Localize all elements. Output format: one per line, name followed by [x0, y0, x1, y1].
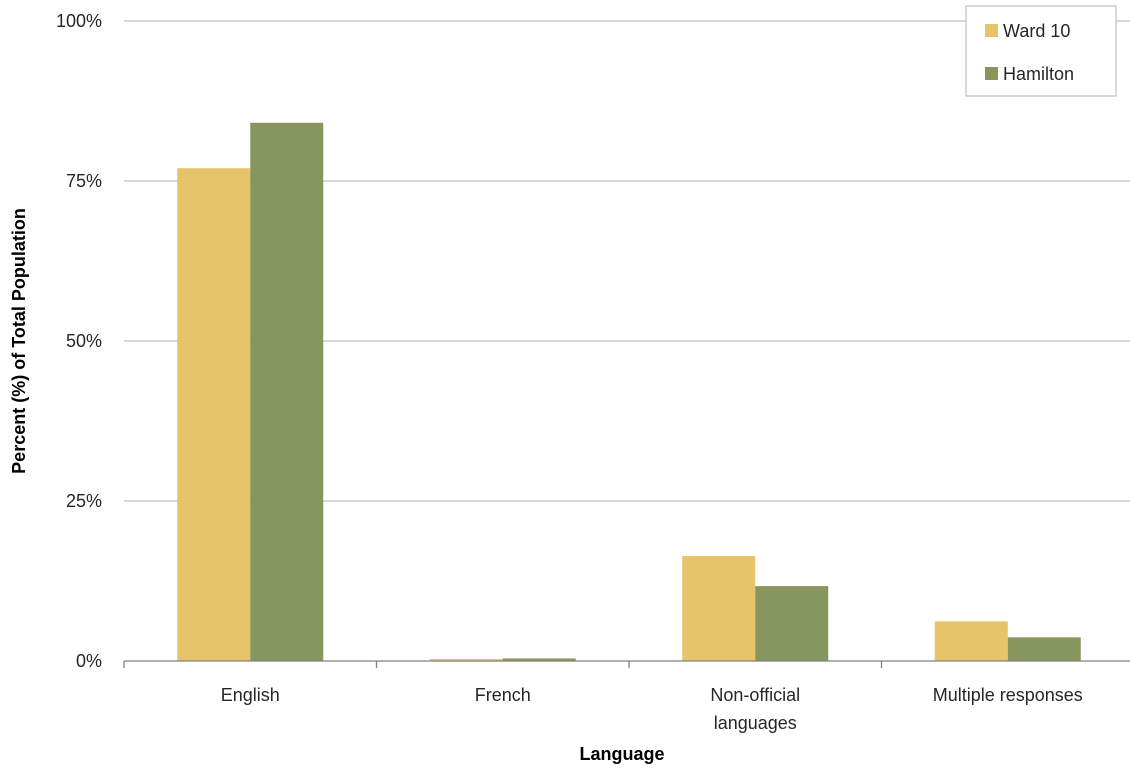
bar-ward-10-french [429, 659, 503, 661]
x-tick-label: English [221, 685, 280, 705]
x-axis-title: Language [579, 744, 664, 764]
y-tick-label: 100% [56, 11, 102, 31]
x-tick-label: French [475, 685, 531, 705]
x-tick-label: Non-official [710, 685, 800, 705]
x-axis: English French Non-official languages Multip… [123, 660, 1130, 733]
bar-hamilton-multiple-responses [1007, 637, 1081, 661]
bar-ward-10-non-official-languages [682, 556, 756, 661]
y-tick-label: 25% [66, 491, 102, 511]
bar-hamilton-non-official-languages [755, 586, 829, 661]
bar-ward-10-multiple-responses [934, 621, 1008, 661]
legend-swatch-hamilton [985, 67, 998, 80]
y-tick-label: 75% [66, 171, 102, 191]
legend-box [965, 5, 1117, 97]
legend-swatch-ward-10 [985, 24, 998, 37]
x-tick-label: languages [714, 713, 797, 733]
bar-ward-10-english [177, 168, 251, 661]
y-axis: 0% 25% 50% 75% 100% [56, 11, 102, 671]
bars [177, 122, 1081, 661]
legend-label-ward-10: Ward 10 [1003, 21, 1070, 41]
y-tick-label: 0% [76, 651, 102, 671]
y-tick-label: 50% [66, 331, 102, 351]
bar-hamilton-french [502, 658, 576, 661]
y-axis-title: Percent (%) of Total Population [9, 208, 29, 474]
x-tick-label: Multiple responses [933, 685, 1083, 705]
legend: Ward 10 Hamilton [965, 5, 1117, 97]
bar-hamilton-english [250, 122, 324, 661]
legend-label-hamilton: Hamilton [1003, 64, 1074, 84]
